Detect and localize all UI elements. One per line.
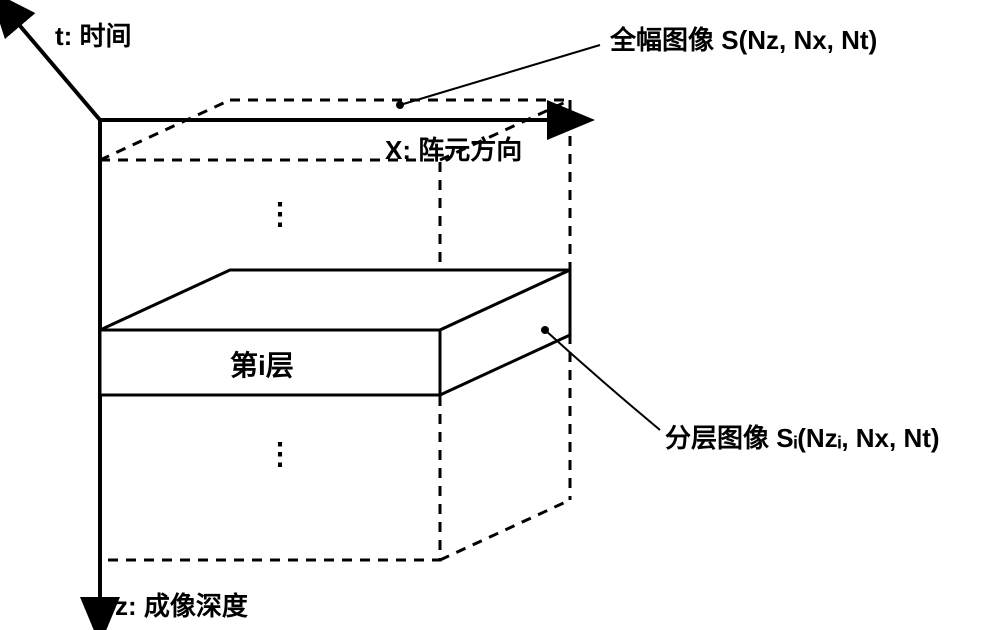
full-image-annotation: 全幅图像 S(Nz, Nx, Nt): [610, 20, 877, 57]
diagram-svg: [0, 0, 1000, 630]
dots-upper: ⋮: [265, 210, 295, 220]
diagram-container: t: 时间 X: 阵元方向 z: 成像深度 全幅图像 S(Nz, Nx, Nt)…: [0, 0, 1000, 630]
x-axis-label: X: 阵元方向: [385, 130, 522, 167]
layer-i-label: 第i层: [230, 344, 294, 384]
leader-full-image: [400, 45, 600, 105]
dots-lower: ⋮: [265, 450, 295, 460]
t-axis-label: t: 时间: [55, 16, 132, 53]
leader-layered-image: [545, 330, 660, 430]
layered-image-annotation: 分层图像 Sᵢ(Nzᵢ, Nx, Nt): [665, 418, 940, 455]
z-axis-label: z: 成像深度: [115, 586, 248, 623]
